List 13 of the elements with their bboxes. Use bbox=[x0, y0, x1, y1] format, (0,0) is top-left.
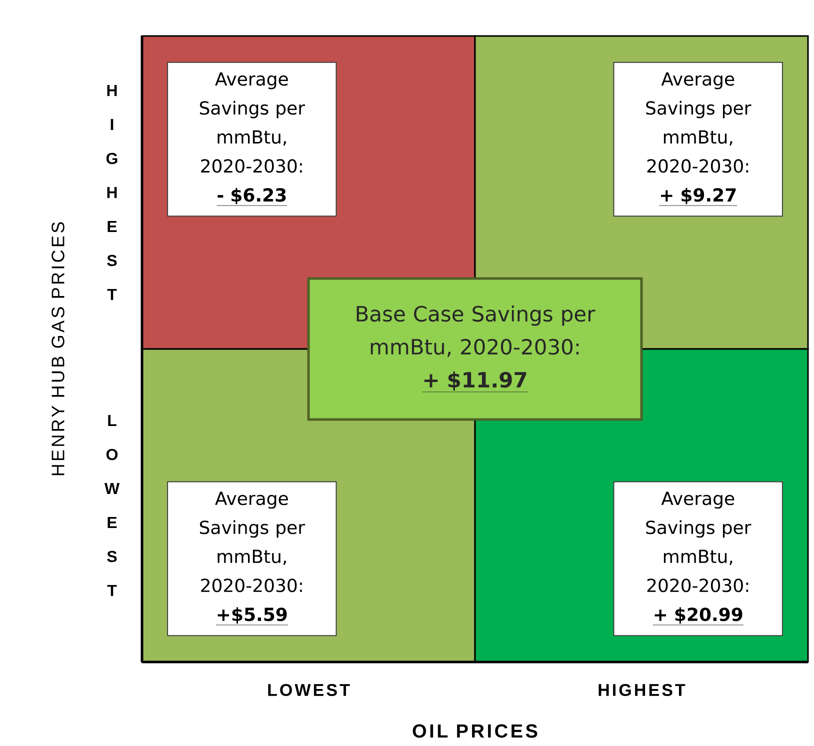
annotation: Average Savings per mmBtu, 2020-2030: bbox=[646, 72, 752, 173]
data-label: - $6.23 bbox=[218, 188, 286, 204]
annotation: Base Case Savings per mmBtu, 2020-2030: bbox=[356, 305, 596, 357]
annotation: Average Savings per mmBtu, 2020-2030: bbox=[200, 72, 306, 173]
data-label: + $20.99 bbox=[654, 607, 742, 624]
data-label: +$5.59 bbox=[218, 607, 287, 624]
x-axis-title: OIL PRICES bbox=[412, 724, 538, 738]
y-axis-title: HENRY HUB GAS PRICES bbox=[52, 222, 64, 476]
annotation: Average Savings per mmBtu, 2020-2030: bbox=[646, 492, 752, 592]
category-label: HIGHEST bbox=[106, 84, 118, 300]
annotation: + $11.97 bbox=[424, 371, 526, 391]
annotation: Average Savings per mmBtu, 2020-2030: bbox=[200, 492, 306, 592]
data-label: + $9.27 bbox=[661, 188, 736, 204]
